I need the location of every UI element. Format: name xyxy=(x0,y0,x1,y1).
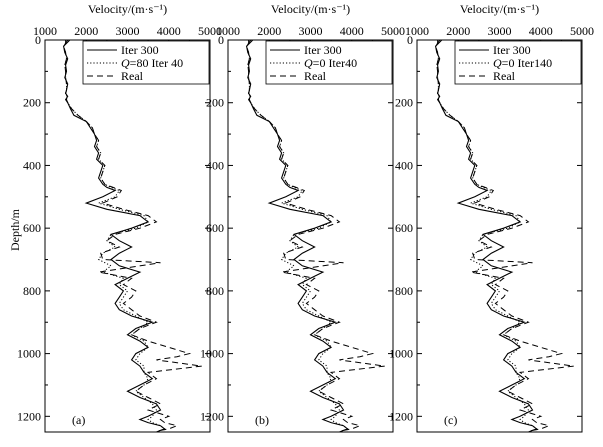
y-tick-label: 1200 xyxy=(200,409,224,423)
x-tick-label: 5000 xyxy=(198,24,222,38)
y-tick-label: 0 xyxy=(407,33,413,47)
y-tick-label: 400 xyxy=(395,158,413,172)
x-tick-label: 1000 xyxy=(405,24,429,38)
panel-1: Velocity/(m·s⁻¹)1000 2000 3000 4000 50000200… xyxy=(17,2,222,433)
panel-label: (b) xyxy=(255,413,269,427)
legend-q-symbol: Q xyxy=(304,56,313,70)
y-tick-label: 800 xyxy=(206,284,224,298)
y-axis-title: Depth/m xyxy=(8,208,22,251)
y-tick-label: 200 xyxy=(23,96,41,110)
x-tick-label: 4000 xyxy=(529,24,553,38)
x-tick-label: 2000 xyxy=(257,24,281,38)
y-tick-label: 0 xyxy=(218,33,224,47)
legend-label: Iter 300 xyxy=(121,43,159,57)
panel-label: (a) xyxy=(72,413,85,427)
panel-label: (c) xyxy=(444,413,457,427)
y-tick-label: 1200 xyxy=(389,409,413,423)
y-tick-label: 400 xyxy=(206,158,224,172)
series-line-dotted xyxy=(435,39,538,432)
x-tick-label: 2000 xyxy=(74,24,98,38)
x-axis-title: Velocity/(m·s⁻¹) xyxy=(460,2,539,16)
y-tick-label: 1000 xyxy=(200,347,224,361)
x-tick-label: 1000 xyxy=(33,24,57,38)
panel-2: Velocity/(m·s⁻¹)1000 2000 3000 4000 50000200… xyxy=(200,2,405,433)
legend-entry: Real xyxy=(121,69,144,83)
x-tick-label: 3000 xyxy=(299,24,323,38)
plot-frame xyxy=(416,39,583,433)
x-tick-label: 1000 xyxy=(216,24,240,38)
legend-label: Real xyxy=(121,69,144,83)
legend-box xyxy=(82,40,210,85)
x-tick-label: 3000 xyxy=(116,24,140,38)
legend-entry: Iter 300 xyxy=(304,43,342,57)
plot-frame xyxy=(227,39,394,433)
legend-entry: Real xyxy=(304,69,327,83)
x-tick-label: 4000 xyxy=(340,24,364,38)
y-tick-label: 0 xyxy=(35,33,41,47)
legend-entry: Iter 300 xyxy=(121,43,159,57)
x-tick-label: 4000 xyxy=(157,24,181,38)
legend-label: Iter 300 xyxy=(493,43,531,57)
series-line-dashed xyxy=(246,39,385,433)
x-tick-label: 5000 xyxy=(570,24,594,38)
y-tick-label: 600 xyxy=(23,221,41,235)
legend-label: =0 Iter40 xyxy=(313,56,357,70)
series-line-dotted xyxy=(246,39,349,432)
legend-entry: Iter 300 xyxy=(493,43,531,57)
y-tick-label: 1000 xyxy=(17,347,41,361)
panel-3: Velocity/(m·s⁻¹) 1000 2000 3000 4000 5000 0 200… xyxy=(389,2,594,433)
x-tick-label: 3000 xyxy=(488,24,512,38)
y-tick-label: 800 xyxy=(395,284,413,298)
y-tick-label: 200 xyxy=(395,96,413,110)
legend-label: Real xyxy=(304,69,327,83)
series-line-dotted xyxy=(63,39,166,432)
plot-frame xyxy=(44,39,211,433)
x-tick-label: 5000 xyxy=(381,24,405,38)
legend-label: Real xyxy=(493,69,516,83)
x-tick-label: 2000 xyxy=(446,24,470,38)
y-tick-label: 600 xyxy=(395,221,413,235)
legend-entry: Q=0 Iter40 xyxy=(304,56,357,70)
legend-entry: Real xyxy=(493,69,516,83)
series-line-dashed xyxy=(63,39,202,433)
legend-entry: Q=0 Iter140 xyxy=(493,56,552,70)
y-tick-label: 800 xyxy=(23,284,41,298)
x-axis-title: Velocity/(m·s⁻¹) xyxy=(88,2,167,16)
legend-label: =0 Iter140 xyxy=(502,56,552,70)
legend-q-symbol: Q xyxy=(121,56,130,70)
legend-q-symbol: Q xyxy=(493,56,502,70)
series-line-dashed xyxy=(435,39,574,433)
legend-entry: Q=80 Iter 40 xyxy=(121,56,183,70)
legend-label: =80 Iter 40 xyxy=(130,56,183,70)
y-tick-label: 400 xyxy=(23,158,41,172)
y-tick-label: 1000 xyxy=(389,347,413,361)
y-tick-label: 200 xyxy=(206,96,224,110)
legend-label: Iter 300 xyxy=(304,43,342,57)
y-tick-label: 600 xyxy=(206,221,224,235)
x-axis-title: Velocity/(m·s⁻¹) xyxy=(271,2,350,16)
y-tick-label: 1200 xyxy=(17,409,41,423)
